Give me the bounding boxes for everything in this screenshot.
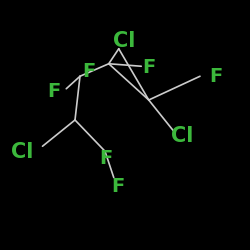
Text: Cl: Cl (112, 31, 135, 51)
Text: F: F (111, 177, 124, 196)
Text: F: F (82, 62, 96, 81)
Text: Cl: Cl (171, 126, 194, 146)
Text: F: F (100, 149, 113, 168)
Text: F: F (142, 58, 156, 77)
Text: F: F (47, 82, 60, 101)
Text: Cl: Cl (11, 142, 34, 163)
Text: F: F (210, 67, 223, 86)
